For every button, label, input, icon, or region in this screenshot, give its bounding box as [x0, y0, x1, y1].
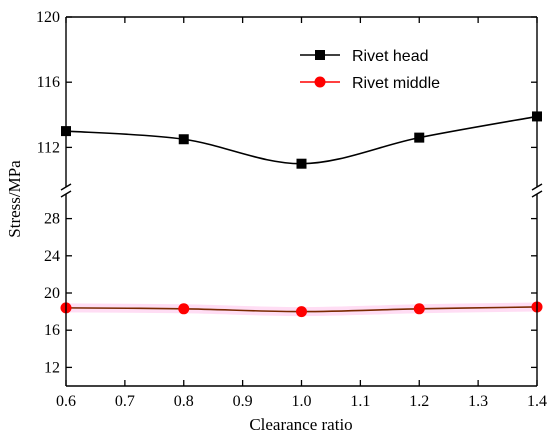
- x-tick-label: 0.9: [233, 393, 253, 410]
- series-line-rivet-head: [65, 115, 538, 165]
- x-tick-label: 0.6: [56, 393, 76, 410]
- legend-marker-rivet-head: [315, 50, 325, 60]
- data-point-rivet-middle: [296, 306, 307, 318]
- axis-break-mark-left-1: [60, 183, 72, 191]
- y-tick-label: 116: [37, 74, 60, 91]
- legend-item-rivet-middle: Rivet middle: [300, 75, 440, 92]
- y-tick-label: 28: [44, 211, 60, 228]
- legend: Rivet head Rivet middle: [300, 48, 440, 92]
- data-point-rivet-head: [178, 134, 189, 145]
- chart-axes-layer: 0.6 0.7 0.8 0.9 1.0 1.1 1.2 1.3 1.4 112 116 120 12 16…: [36, 9, 547, 410]
- x-tick-label: 1.1: [350, 393, 370, 410]
- x-axis-label: Clearance ratio: [249, 415, 352, 434]
- legend-label-rivet-middle: Rivet middle: [352, 75, 440, 92]
- y-tick-label: 16: [44, 322, 60, 339]
- y-tick-label: 24: [44, 248, 60, 265]
- y-axis-label: Stress/MPa: [5, 160, 24, 238]
- x-tick-label: 0.8: [174, 393, 194, 410]
- data-point-rivet-middle: [178, 303, 190, 315]
- x-tick-label: 1.4: [527, 393, 547, 410]
- x-tick-label: 1.3: [468, 393, 488, 410]
- axis-break-mark-left-2: [60, 190, 72, 198]
- y-tick-label: 112: [37, 139, 60, 156]
- legend-item-rivet-head: Rivet head: [300, 48, 429, 65]
- y-tick-label: 20: [44, 285, 60, 302]
- x-tick-label: 1.2: [409, 393, 429, 410]
- y-tick-label: 12: [44, 359, 60, 376]
- data-point-rivet-head: [296, 158, 307, 169]
- legend-marker-rivet-middle: [314, 76, 326, 88]
- data-point-rivet-middle: [413, 303, 425, 315]
- axis-break-mark-right-2: [531, 190, 543, 198]
- legend-label-rivet-head: Rivet head: [352, 48, 429, 65]
- data-point-rivet-head: [414, 132, 425, 143]
- x-tick-label: 0.7: [115, 393, 135, 410]
- y-tick-label: 120: [36, 9, 60, 26]
- chart-series-layer: [60, 111, 543, 318]
- axis-break-mark-right-1: [531, 183, 543, 191]
- x-tick-label: 1.0: [292, 393, 312, 410]
